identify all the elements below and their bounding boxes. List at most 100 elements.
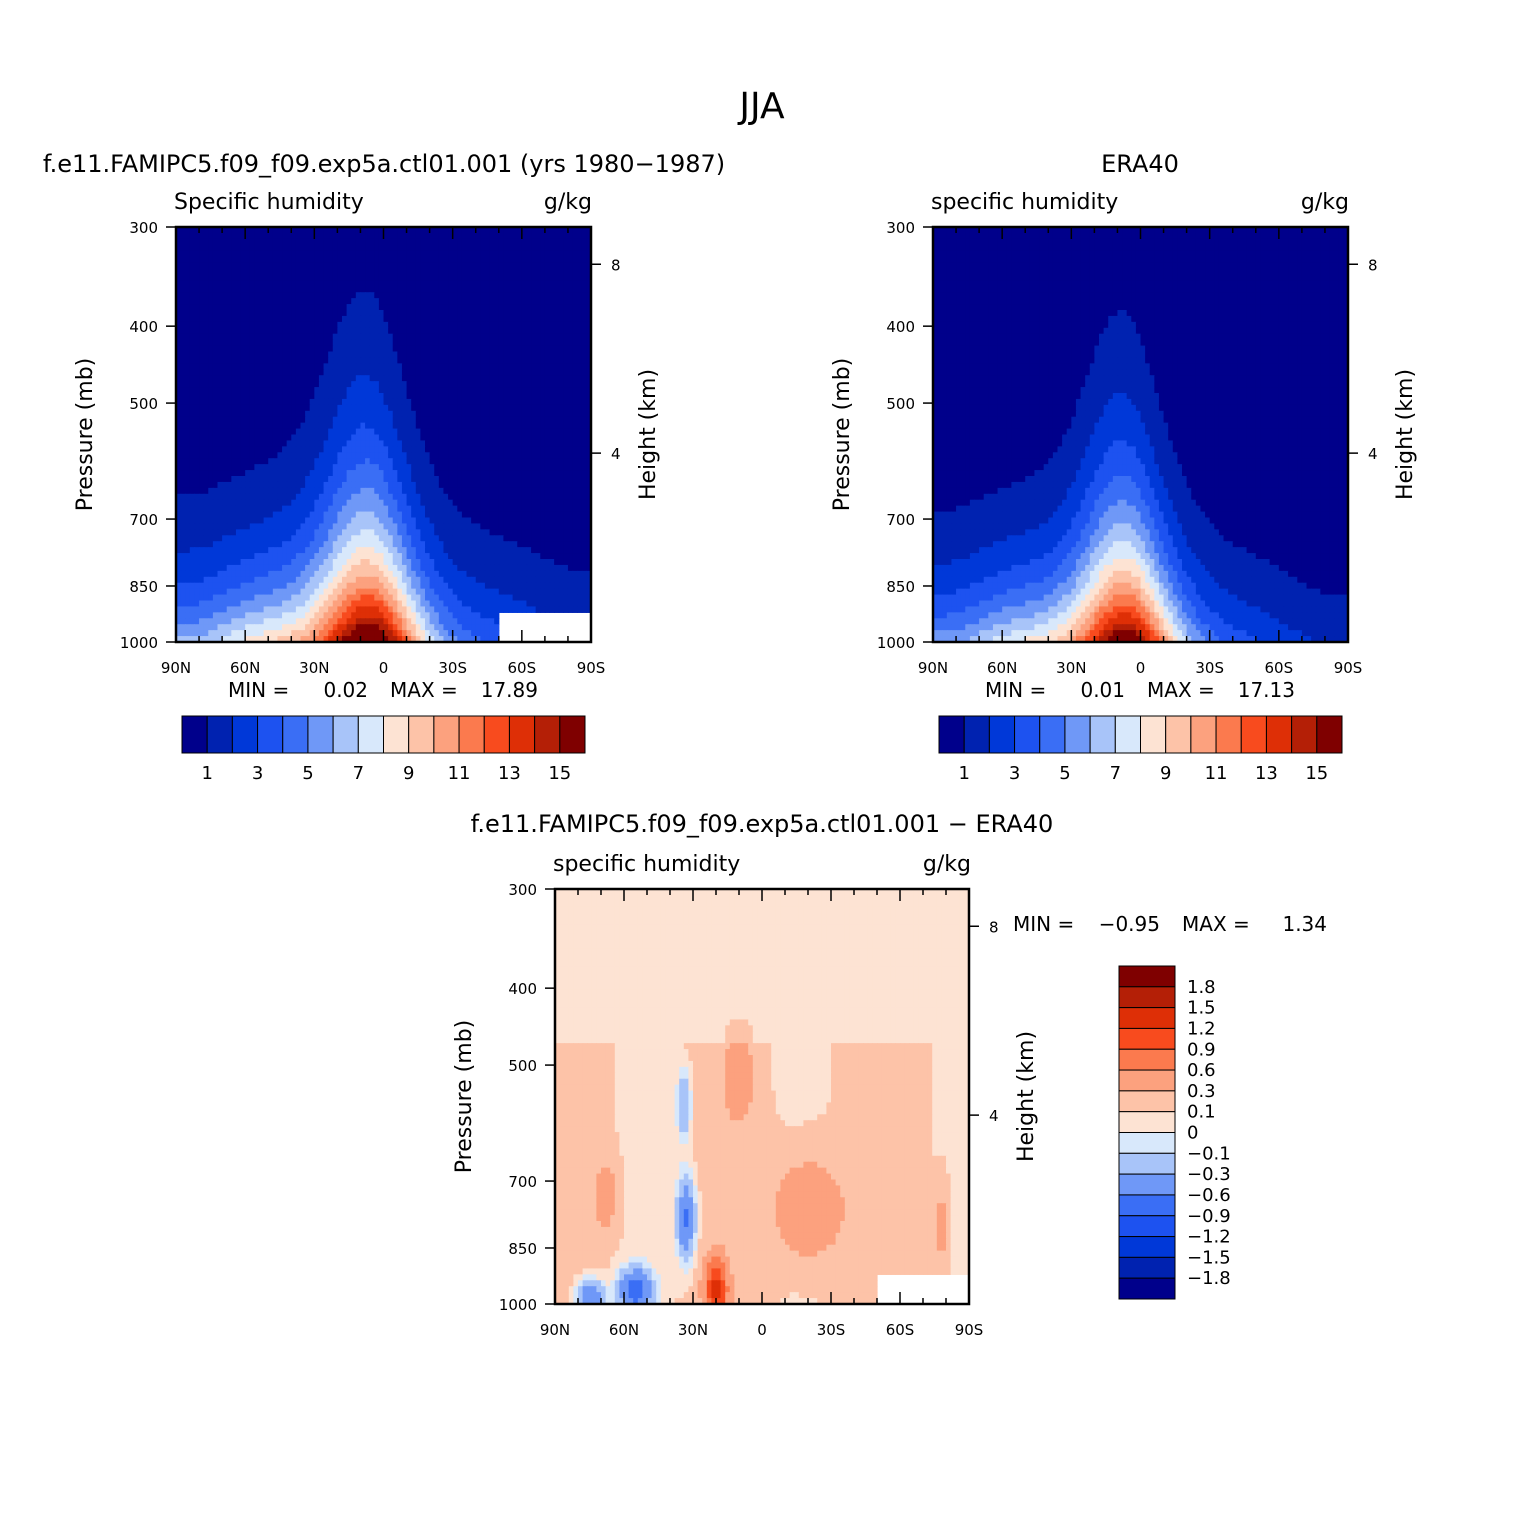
field-cell bbox=[227, 470, 232, 477]
field-cell bbox=[250, 357, 255, 364]
field-cell bbox=[420, 381, 425, 388]
field-cell bbox=[181, 381, 186, 388]
field-cell bbox=[204, 352, 209, 359]
field-cell bbox=[402, 506, 407, 513]
field-cell bbox=[199, 381, 204, 388]
field-cell bbox=[536, 411, 541, 418]
field-cell bbox=[499, 375, 504, 382]
field-cell bbox=[227, 292, 232, 299]
field-cell bbox=[430, 274, 435, 281]
field-cell bbox=[559, 399, 564, 406]
field-cell bbox=[439, 506, 444, 513]
field-cell bbox=[185, 381, 190, 388]
field-cell bbox=[360, 233, 365, 240]
field-cell bbox=[573, 458, 578, 465]
field-cell bbox=[503, 399, 508, 406]
field-cell bbox=[411, 263, 416, 270]
field-cell bbox=[227, 369, 232, 376]
field-cell bbox=[494, 512, 499, 519]
field-cell bbox=[443, 405, 448, 412]
field-cell bbox=[526, 393, 531, 400]
field-cell bbox=[301, 405, 306, 412]
field-cell bbox=[554, 245, 559, 252]
field-cell bbox=[250, 423, 255, 430]
field-cell bbox=[241, 541, 246, 548]
field-cell bbox=[296, 381, 301, 388]
field-cell bbox=[301, 292, 306, 299]
field-cell bbox=[185, 269, 190, 276]
field-cell bbox=[416, 547, 421, 554]
field-cell bbox=[508, 304, 513, 311]
field-cell bbox=[241, 458, 246, 465]
field-cell bbox=[462, 500, 467, 507]
field-cell bbox=[526, 352, 531, 359]
field-cell bbox=[301, 274, 306, 281]
field-cell bbox=[282, 387, 287, 394]
field-cell bbox=[282, 458, 287, 465]
field-cell bbox=[407, 506, 412, 513]
field-cell bbox=[342, 417, 347, 424]
field-cell bbox=[351, 440, 356, 447]
field-cell bbox=[582, 535, 587, 542]
field-cell bbox=[365, 399, 370, 406]
field-cell bbox=[241, 352, 246, 359]
field-cell bbox=[379, 405, 384, 412]
field-cell bbox=[347, 494, 352, 501]
field-cell bbox=[365, 405, 370, 412]
field-cell bbox=[333, 417, 338, 424]
field-cell bbox=[296, 529, 301, 536]
field-cell bbox=[296, 251, 301, 258]
field-cell bbox=[213, 387, 218, 394]
field-cell bbox=[388, 393, 393, 400]
field-cell bbox=[333, 535, 338, 542]
field-cell bbox=[550, 464, 555, 471]
field-cell bbox=[531, 363, 536, 370]
field-cell bbox=[384, 233, 389, 240]
field-cell bbox=[356, 310, 361, 317]
field-cell bbox=[194, 280, 199, 287]
field-cell bbox=[319, 381, 324, 388]
field-cell bbox=[430, 298, 435, 305]
field-cell bbox=[457, 269, 462, 276]
field-cell bbox=[462, 310, 467, 317]
field-cell bbox=[490, 340, 495, 347]
field-cell bbox=[494, 263, 499, 270]
field-cell bbox=[393, 464, 398, 471]
field-cell bbox=[291, 494, 296, 501]
field-cell bbox=[462, 476, 467, 483]
field-cell bbox=[568, 257, 573, 264]
field-cell bbox=[347, 535, 352, 542]
field-cell bbox=[582, 529, 587, 536]
field-cell bbox=[407, 476, 412, 483]
field-cell bbox=[222, 346, 227, 353]
field-cell bbox=[310, 405, 315, 412]
field-cell bbox=[268, 239, 273, 246]
field-cell bbox=[411, 310, 416, 317]
field-cell bbox=[536, 357, 541, 364]
field-cell bbox=[268, 328, 273, 335]
field-cell bbox=[577, 541, 582, 548]
field-cell bbox=[540, 274, 545, 281]
field-cell bbox=[328, 363, 333, 370]
field-cell bbox=[356, 512, 361, 519]
field-cell bbox=[319, 334, 324, 341]
field-cell bbox=[550, 251, 555, 258]
field-cell bbox=[545, 399, 550, 406]
field-cell bbox=[333, 446, 338, 453]
field-cell bbox=[550, 274, 555, 281]
field-cell bbox=[384, 286, 389, 293]
field-cell bbox=[282, 239, 287, 246]
field-cell bbox=[480, 506, 485, 513]
field-cell bbox=[314, 346, 319, 353]
field-cell bbox=[467, 263, 472, 270]
field-cell bbox=[259, 417, 264, 424]
field-cell bbox=[411, 482, 416, 489]
field-cell bbox=[194, 470, 199, 477]
field-cell bbox=[563, 239, 568, 246]
field-cell bbox=[314, 269, 319, 276]
field-cell bbox=[540, 328, 545, 335]
field-cell bbox=[476, 411, 481, 418]
field-cell bbox=[282, 417, 287, 424]
field-cell bbox=[245, 357, 250, 364]
field-cell bbox=[319, 245, 324, 252]
